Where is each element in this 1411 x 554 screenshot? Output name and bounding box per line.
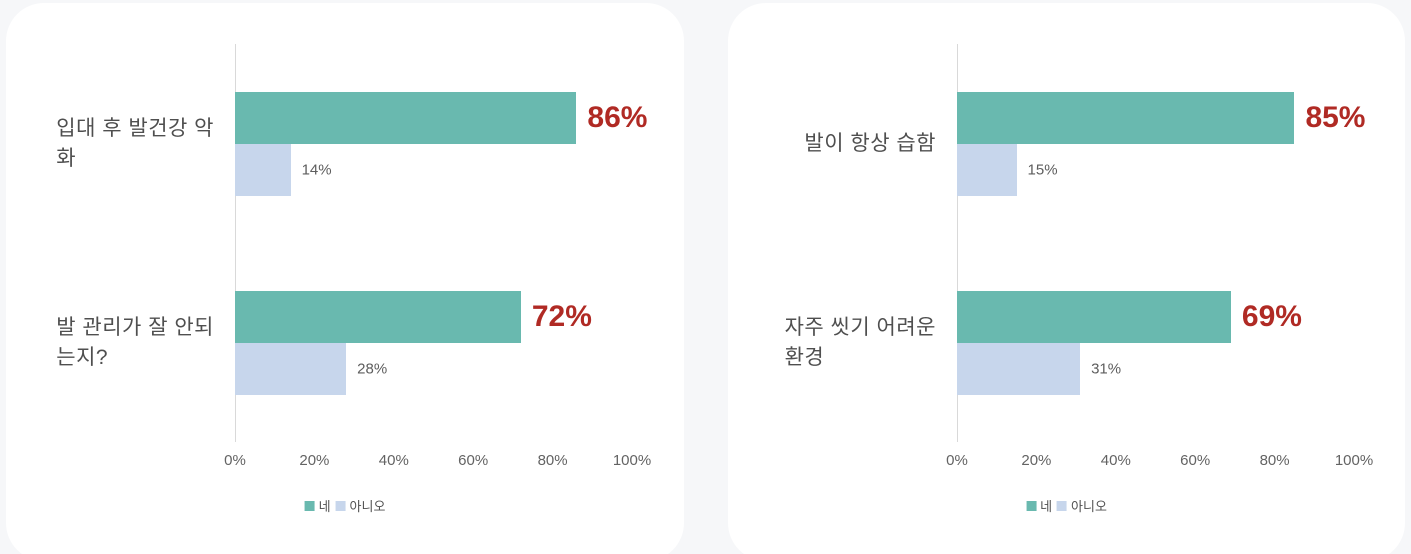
value-label-no: 31% xyxy=(1091,360,1122,377)
bar-no xyxy=(957,342,1081,395)
category-label: 자주 씻기 어려운 환경 xyxy=(784,315,936,369)
x-tick-label: 0% xyxy=(224,452,246,469)
x-tick-label: 40% xyxy=(1100,452,1131,469)
x-tick-label: 60% xyxy=(458,452,489,469)
legend-swatch-no xyxy=(1057,500,1068,511)
x-tick-label: 100% xyxy=(1334,452,1374,469)
value-label-no: 15% xyxy=(1027,161,1058,178)
value-label-yes: 72% xyxy=(531,299,592,333)
x-tick-label: 80% xyxy=(1259,452,1290,469)
legend: 네 아니오 xyxy=(1026,496,1107,515)
legend-swatch-yes xyxy=(304,500,315,511)
value-label-no: 28% xyxy=(357,360,388,377)
chart-card-right: 발이 항상 습함 85% 15% 자주 씻기 어려운 환경 69% 31% 0% 20% 40%… xyxy=(728,3,1405,554)
legend-item-yes: 네 xyxy=(1026,496,1052,515)
legend-item-yes: 네 xyxy=(304,496,331,515)
x-tick-label: 0% xyxy=(946,452,968,469)
value-label-yes: 86% xyxy=(587,100,648,134)
legend-swatch-no xyxy=(335,500,346,511)
legend-swatch-yes xyxy=(1026,500,1037,511)
x-tick-label: 20% xyxy=(299,452,330,469)
legend: 네 아니오 xyxy=(304,496,386,515)
legend-label: 아니오 xyxy=(349,499,386,514)
x-tick-label: 100% xyxy=(612,452,652,469)
x-tick-label: 60% xyxy=(1180,452,1211,469)
bar-no xyxy=(957,143,1017,196)
x-tick-label: 40% xyxy=(378,452,409,469)
y-axis-line xyxy=(235,44,236,442)
legend-item-no: 아니오 xyxy=(1057,496,1107,515)
value-label-yes: 69% xyxy=(1241,299,1302,333)
bar-yes xyxy=(957,290,1231,343)
value-label-yes: 85% xyxy=(1305,100,1366,134)
bar-no xyxy=(235,143,291,196)
legend-label: 네 xyxy=(318,499,331,514)
bar-yes xyxy=(235,91,577,144)
bar-yes xyxy=(957,91,1295,144)
value-label-no: 14% xyxy=(301,161,332,178)
legend-item-no: 아니오 xyxy=(335,496,386,515)
legend-label: 아니오 xyxy=(1071,499,1107,514)
chart-card-left: 입대 후 발건강 악 화 86% 14% 발 관리가 잘 안되 는지? 72% 28% 0%… xyxy=(6,3,684,554)
legend-label: 네 xyxy=(1040,499,1053,514)
category-label: 발 관리가 잘 안되 는지? xyxy=(56,315,214,369)
category-label: 발이 항상 습함 xyxy=(804,131,936,155)
category-label: 입대 후 발건강 악 화 xyxy=(56,116,214,170)
bar-yes xyxy=(235,290,521,343)
x-tick-label: 20% xyxy=(1021,452,1052,469)
y-axis-line xyxy=(957,44,958,442)
x-tick-label: 80% xyxy=(537,452,568,469)
bar-no xyxy=(235,342,347,395)
